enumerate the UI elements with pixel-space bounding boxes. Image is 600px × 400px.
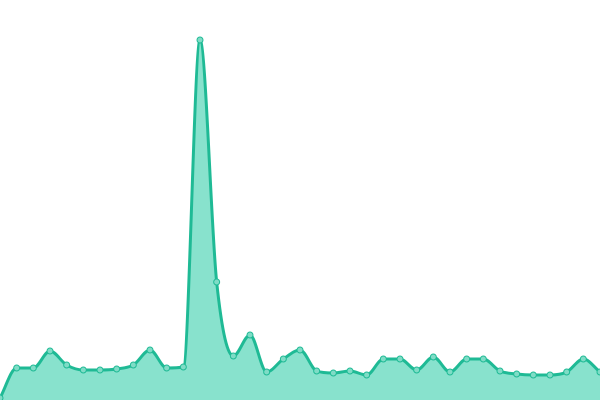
data-point bbox=[163, 364, 171, 372]
data-point bbox=[479, 355, 487, 363]
area-fill bbox=[0, 40, 600, 400]
data-point bbox=[196, 36, 204, 44]
data-point bbox=[346, 367, 354, 375]
data-point bbox=[46, 347, 54, 355]
data-point bbox=[313, 367, 321, 375]
data-point bbox=[279, 355, 287, 363]
data-point bbox=[463, 355, 471, 363]
data-point bbox=[13, 364, 21, 372]
data-point bbox=[129, 361, 137, 369]
data-point bbox=[146, 346, 154, 354]
data-point bbox=[396, 355, 404, 363]
data-point bbox=[413, 366, 421, 374]
data-point bbox=[179, 363, 187, 371]
data-point bbox=[329, 369, 337, 377]
data-point bbox=[79, 366, 87, 374]
data-point bbox=[429, 353, 437, 361]
data-point bbox=[29, 364, 37, 372]
data-point bbox=[229, 352, 237, 360]
data-point bbox=[246, 331, 254, 339]
data-point bbox=[596, 368, 600, 376]
data-point bbox=[296, 346, 304, 354]
data-point bbox=[496, 367, 504, 375]
data-point bbox=[579, 355, 587, 363]
data-point bbox=[63, 361, 71, 369]
data-point bbox=[363, 371, 371, 379]
data-point bbox=[96, 366, 104, 374]
area-line bbox=[0, 38, 600, 399]
data-point bbox=[263, 368, 271, 376]
data-point bbox=[513, 370, 521, 378]
data-point bbox=[446, 368, 454, 376]
data-point bbox=[563, 368, 571, 376]
data-point bbox=[546, 371, 554, 379]
data-point bbox=[0, 394, 4, 400]
data-point bbox=[213, 278, 221, 286]
data-point bbox=[113, 365, 121, 373]
data-point bbox=[529, 371, 537, 379]
data-point bbox=[379, 355, 387, 363]
